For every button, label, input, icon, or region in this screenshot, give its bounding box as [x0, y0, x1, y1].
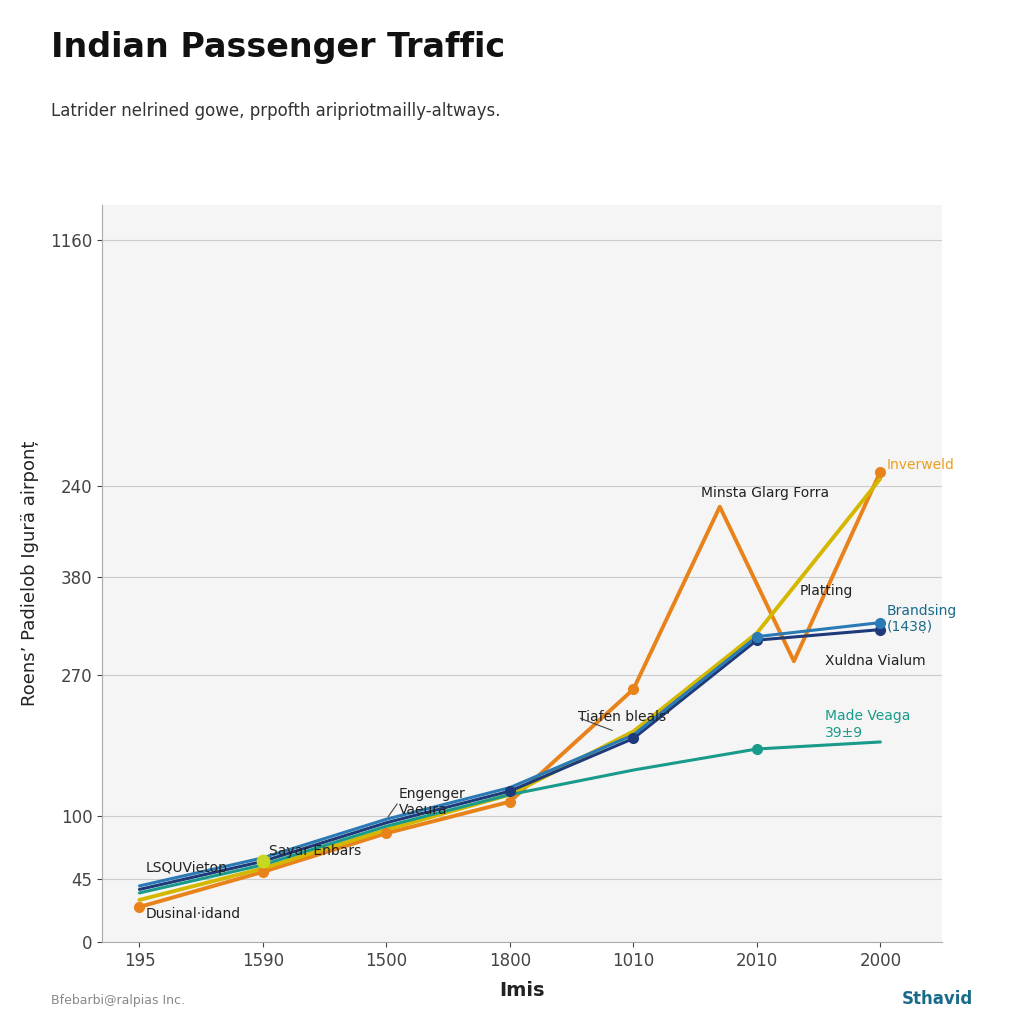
Text: Inverweld: Inverweld	[887, 458, 954, 472]
Text: Sayar Enbars: Sayar Enbars	[269, 844, 361, 858]
Text: Brandsing
(1438̣): Brandsing (1438̣)	[887, 604, 956, 634]
Y-axis label: Roens’ Padielob Igurä airponț: Roens’ Padielob Igurä airponț	[22, 440, 39, 707]
Text: Bfebarbi@ralpias Inc.: Bfebarbi@ralpias Inc.	[51, 993, 185, 1007]
Text: LSQUVietop: LSQUVietop	[145, 861, 227, 876]
Text: Minsta Glarg Forra: Minsta Glarg Forra	[701, 485, 829, 500]
Text: Sthavid: Sthavid	[901, 989, 973, 1008]
Text: Engenger
Vaeura: Engenger Vaeura	[398, 786, 466, 817]
Text: Xuldna Vialum: Xuldna Vialum	[824, 654, 926, 669]
Text: Made Veaga
39±9: Made Veaga 39±9	[824, 710, 910, 739]
Text: Indian Passenger Traffic: Indian Passenger Traffic	[51, 31, 505, 63]
Text: Latrider nelrined gowe, prpofth aripriotmailly-altways.: Latrider nelrined gowe, prpofth aripriot…	[51, 102, 501, 121]
Text: Dusinal·idand: Dusinal·idand	[145, 907, 241, 921]
Text: Platting: Platting	[800, 584, 853, 598]
Text: Tiafen bleals’: Tiafen bleals’	[578, 711, 671, 724]
X-axis label: Imis: Imis	[500, 981, 545, 999]
